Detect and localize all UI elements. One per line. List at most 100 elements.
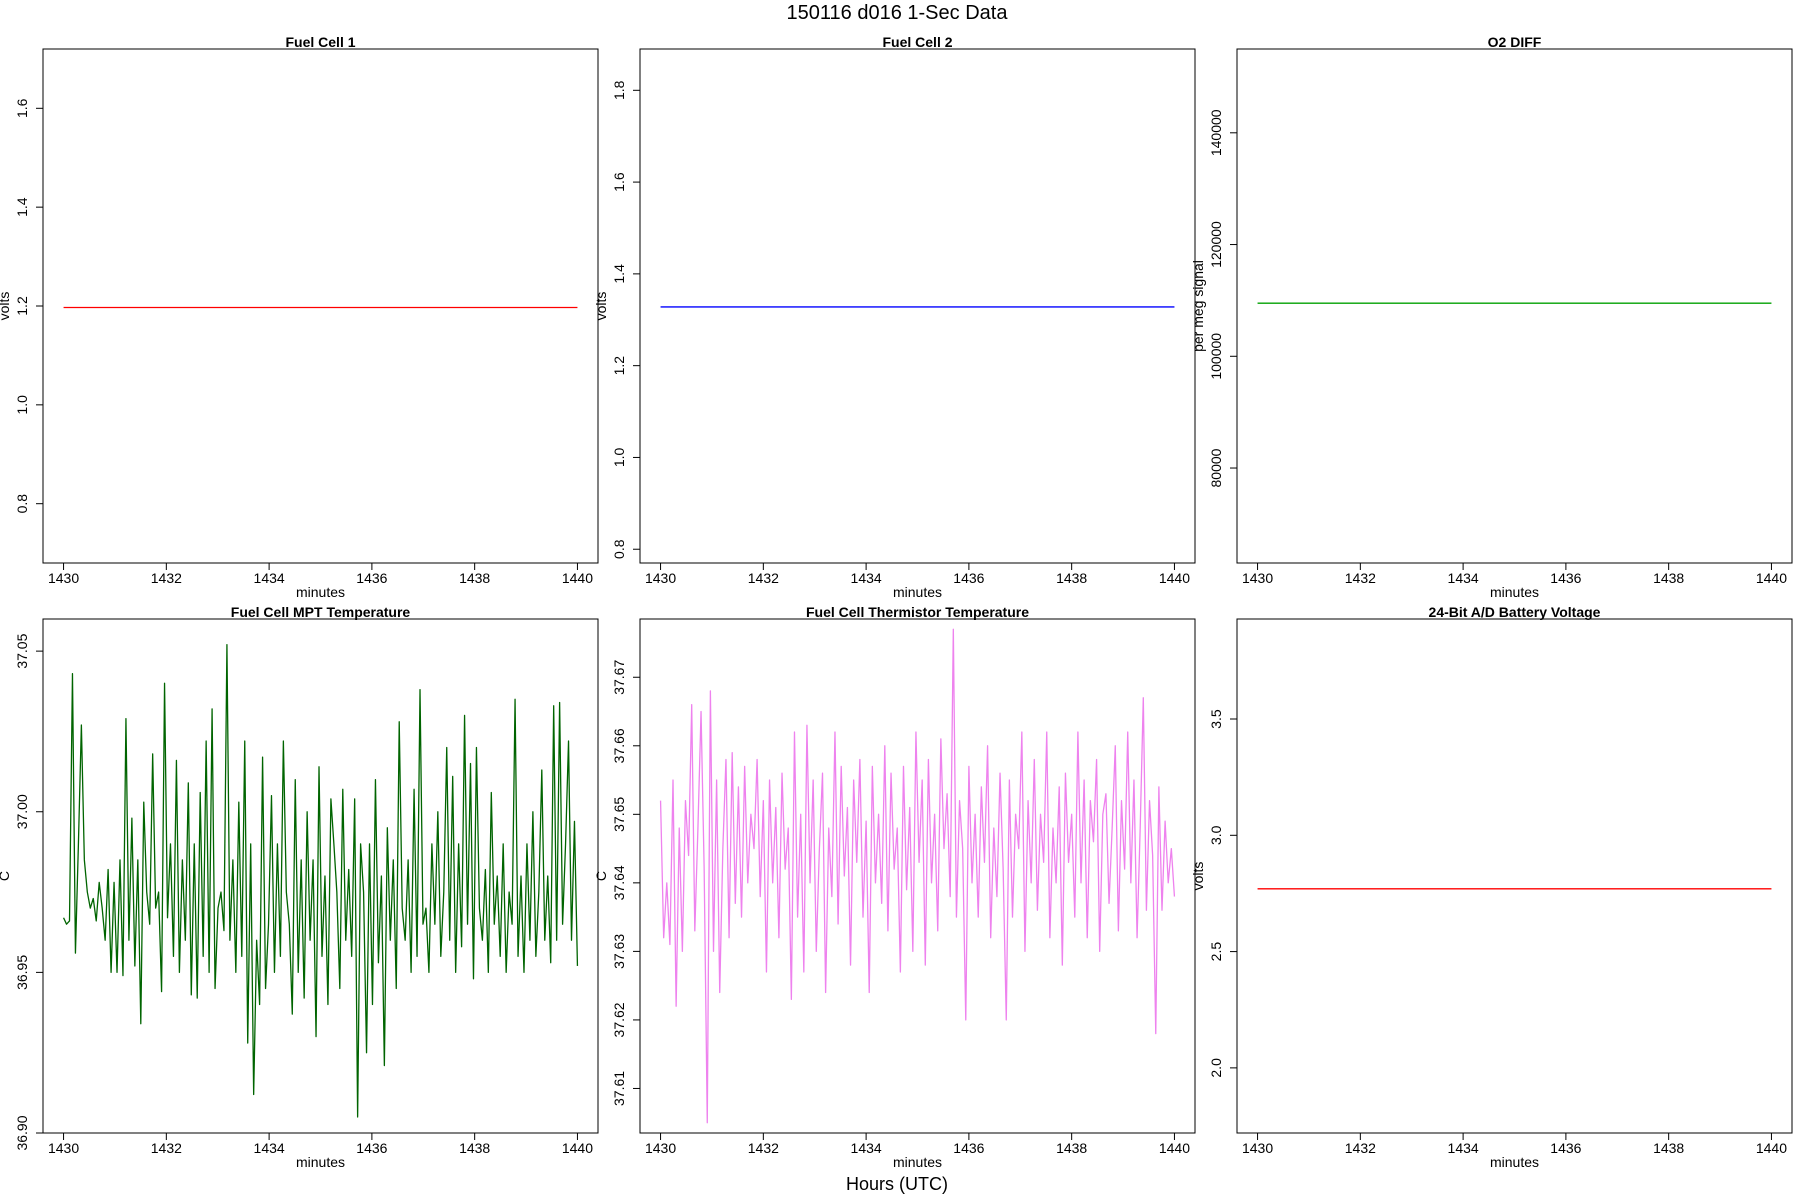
plot-frame — [1236, 618, 1793, 1134]
y-tick-label: 37.67 — [611, 660, 627, 695]
y-tick-label: 1.0 — [14, 395, 30, 415]
x-tick-label: 1438 — [1056, 570, 1087, 586]
x-tick-label: 1436 — [953, 570, 984, 586]
panel-fuel-cell-1: Fuel Cell 1 1430 1432 1434 1436 1438 1440 minut… — [0, 34, 599, 600]
panel-title: Fuel Cell Thermistor Temperature — [806, 604, 1029, 620]
x-tick-label: 1438 — [1653, 1140, 1684, 1156]
y-tick-label: 1.2 — [611, 356, 627, 376]
y-axis-label: volts — [593, 292, 609, 321]
x-tick-label: 1432 — [1345, 1140, 1376, 1156]
x-tick-label: 1430 — [48, 1140, 79, 1156]
y-tick-label: 37.00 — [14, 794, 30, 829]
y-tick-label: 1.4 — [611, 264, 627, 284]
panel-title: O2 DIFF — [1488, 34, 1542, 50]
x-axis-label: minutes — [1490, 584, 1539, 600]
panel-fuel-cell-2: Fuel Cell 2 1430 1432 1434 1436 1438 1440 minut… — [593, 34, 1196, 600]
x-tick-label: 1436 — [1550, 1140, 1581, 1156]
x-tick-label: 1438 — [459, 570, 490, 586]
x-tick-label: 1434 — [851, 1140, 882, 1156]
y-tick-label: 80000 — [1208, 448, 1224, 487]
y-tick-label: 0.8 — [14, 494, 30, 514]
y-tick-label: 37.63 — [611, 934, 627, 969]
x-tick-label: 1436 — [953, 1140, 984, 1156]
y-axis: 0.8 1.0 1.2 1.4 1.6 volts — [0, 98, 44, 514]
figure-bottom-label: Hours (UTC) — [846, 1174, 948, 1194]
y-tick-label: 1.0 — [611, 448, 627, 468]
x-tick-label: 1430 — [1242, 570, 1273, 586]
y-tick-label: 36.90 — [14, 1115, 30, 1150]
x-tick-label: 1434 — [1448, 570, 1479, 586]
x-tick-label: 1436 — [356, 1140, 387, 1156]
panel-fuel-cell-thermistor-temperature: Fuel Cell Thermistor Temperature 1430 1432… — [593, 604, 1196, 1170]
x-axis-label: minutes — [893, 584, 942, 600]
x-axis: 1430 1432 1434 1436 1438 1440 minutes — [48, 562, 593, 600]
x-axis-label: minutes — [296, 1154, 345, 1170]
x-tick-label: 1440 — [1756, 570, 1787, 586]
y-tick-label: 1.6 — [611, 172, 627, 192]
plot-frame — [639, 48, 1196, 564]
plot-frame — [1236, 48, 1793, 564]
y-axis: 0.8 1.0 1.2 1.4 1.6 1.8 volts — [593, 80, 641, 559]
y-axis: 2.0 2.5 3.0 3.5 volts — [1190, 709, 1238, 1078]
y-tick-label: 2.0 — [1208, 1058, 1224, 1078]
panel-o2-diff: O2 DIFF 1430 1432 1434 1436 1438 1440 minutes 80… — [1190, 34, 1793, 600]
y-tick-label: 140000 — [1208, 109, 1224, 156]
x-tick-label: 1438 — [1653, 570, 1684, 586]
x-tick-label: 1436 — [1550, 570, 1581, 586]
y-axis: 80000 100000 120000 140000 per meg signal — [1190, 109, 1238, 487]
x-axis-label: minutes — [296, 584, 345, 600]
series-line — [659, 628, 1176, 1124]
y-tick-label: 120000 — [1208, 221, 1224, 268]
x-tick-label: 1430 — [645, 570, 676, 586]
x-tick-label: 1430 — [645, 1140, 676, 1156]
x-tick-label: 1432 — [748, 570, 779, 586]
y-axis: 36.90 36.95 37.00 37.05 C — [0, 633, 44, 1151]
y-axis-label: C — [0, 871, 12, 881]
x-tick-label: 1436 — [356, 570, 387, 586]
x-axis-label: minutes — [893, 1154, 942, 1170]
x-axis: 1430 1432 1434 1436 1438 1440 minutes — [48, 1132, 593, 1170]
x-tick-label: 1434 — [254, 1140, 285, 1156]
y-tick-label: 37.62 — [611, 1002, 627, 1037]
y-tick-label: 1.6 — [14, 98, 30, 118]
y-tick-label: 37.64 — [611, 865, 627, 900]
x-tick-label: 1440 — [1159, 570, 1190, 586]
x-axis: 1430 1432 1434 1436 1438 1440 minutes — [645, 1132, 1190, 1170]
x-tick-label: 1440 — [1756, 1140, 1787, 1156]
y-tick-label: 3.0 — [1208, 825, 1224, 845]
y-tick-label: 37.61 — [611, 1071, 627, 1106]
x-axis: 1430 1432 1434 1436 1438 1440 minutes — [1242, 1132, 1787, 1170]
x-axis-label: minutes — [1490, 1154, 1539, 1170]
x-tick-label: 1440 — [562, 1140, 593, 1156]
x-tick-label: 1432 — [151, 570, 182, 586]
panel-title: 24-Bit A/D Battery Voltage — [1429, 604, 1601, 620]
x-tick-label: 1438 — [459, 1140, 490, 1156]
y-tick-label: 1.2 — [14, 296, 30, 316]
series-line — [62, 644, 579, 1118]
panel-title: Fuel Cell 1 — [285, 34, 355, 50]
x-tick-label: 1440 — [1159, 1140, 1190, 1156]
plot-frame — [639, 618, 1196, 1134]
y-tick-label: 2.5 — [1208, 942, 1224, 962]
y-tick-label: 100000 — [1208, 333, 1224, 380]
y-axis-label: volts — [0, 292, 12, 321]
x-tick-label: 1438 — [1056, 1140, 1087, 1156]
y-tick-label: 1.4 — [14, 197, 30, 217]
x-tick-label: 1434 — [1448, 1140, 1479, 1156]
y-tick-label: 3.5 — [1208, 709, 1224, 729]
x-tick-label: 1432 — [151, 1140, 182, 1156]
y-axis-label: volts — [1190, 862, 1206, 891]
x-axis: 1430 1432 1434 1436 1438 1440 minutes — [645, 562, 1190, 600]
x-tick-label: 1434 — [254, 570, 285, 586]
x-tick-label: 1432 — [748, 1140, 779, 1156]
figure-title: 150116 d016 1-Sec Data — [787, 2, 1009, 24]
x-tick-label: 1434 — [851, 570, 882, 586]
y-tick-label: 36.95 — [14, 955, 30, 990]
y-tick-label: 37.66 — [611, 728, 627, 763]
y-tick-label: 0.8 — [611, 539, 627, 559]
y-tick-label: 37.65 — [611, 797, 627, 832]
y-tick-label: 37.05 — [14, 633, 30, 668]
